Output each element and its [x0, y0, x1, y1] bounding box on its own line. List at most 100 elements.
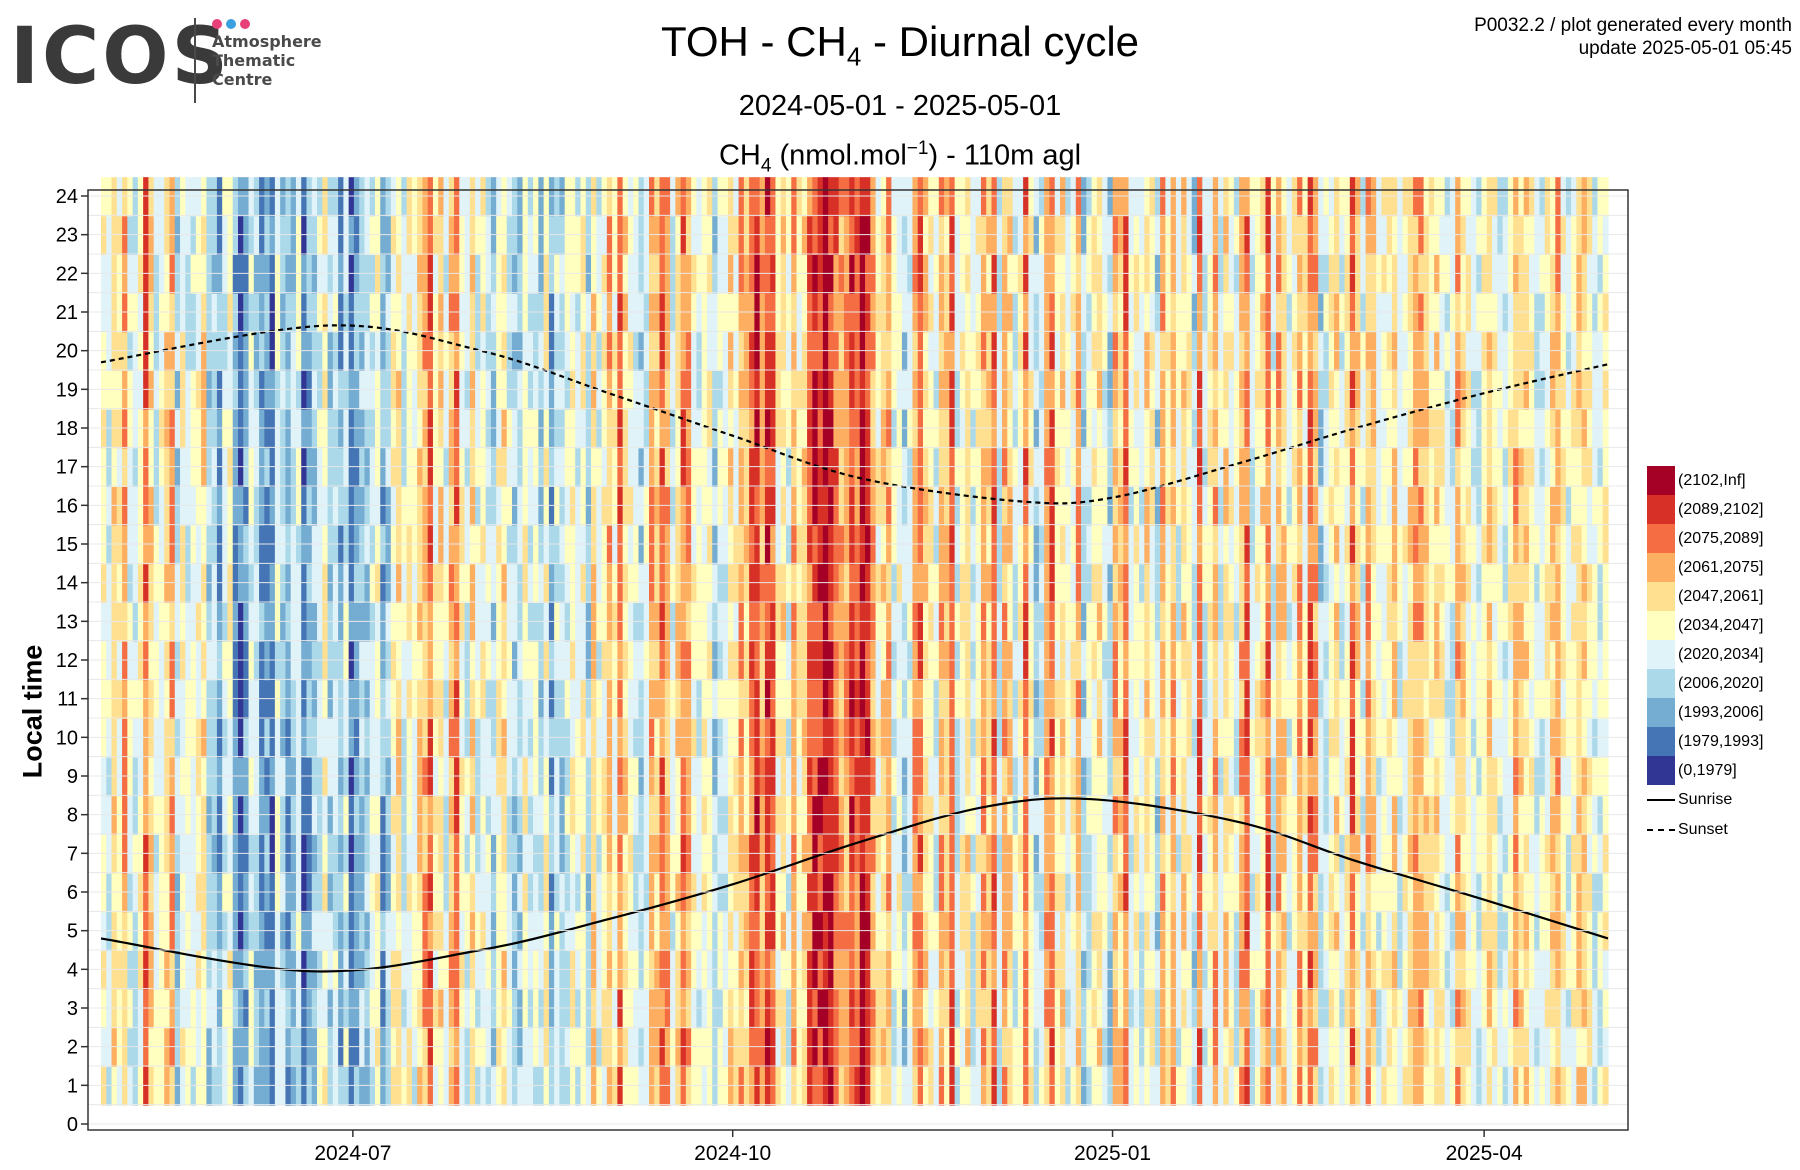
- heatmap-cell: [865, 177, 871, 217]
- heatmap-cell: [691, 293, 698, 333]
- heatmap-cell: [980, 873, 987, 913]
- heatmap-cell: [1049, 950, 1056, 990]
- heatmap-cell: [880, 177, 887, 217]
- heatmap-cell: [180, 834, 186, 874]
- heatmap-cell: [101, 254, 107, 294]
- heatmap-cell: [506, 873, 513, 913]
- heatmap-cell: [322, 602, 329, 642]
- heatmap-cell: [959, 950, 966, 990]
- heatmap-cell: [274, 486, 281, 526]
- heatmap-cell: [949, 293, 956, 333]
- heatmap-cell: [106, 602, 113, 642]
- heatmap-cell: [622, 602, 629, 642]
- heatmap-cell: [506, 486, 513, 526]
- heatmap-cell: [923, 795, 929, 835]
- heatmap-cell: [164, 757, 171, 797]
- heatmap-cell: [243, 950, 250, 990]
- heatmap-cell: [670, 873, 676, 913]
- heatmap-cell: [601, 177, 608, 217]
- heatmap-cell: [933, 989, 940, 1029]
- heatmap-cell: [807, 486, 813, 526]
- heatmap-cell: [174, 486, 181, 526]
- heatmap-cell: [522, 679, 529, 719]
- heatmap-cell: [685, 757, 692, 797]
- heatmap-cell: [812, 254, 819, 294]
- heatmap-cell: [917, 873, 924, 913]
- heatmap-cell: [622, 873, 629, 913]
- heatmap-cell: [364, 989, 371, 1029]
- heatmap-cell: [269, 1066, 276, 1106]
- heatmap-cell: [106, 215, 113, 255]
- heatmap-cell: [301, 911, 308, 951]
- heatmap-cell: [501, 950, 508, 990]
- heatmap-cell: [1191, 1027, 1198, 1067]
- heatmap-cell: [490, 834, 497, 874]
- heatmap-cell: [106, 641, 113, 681]
- heatmap-cell: [116, 563, 123, 603]
- heatmap-cell: [1075, 447, 1082, 487]
- heatmap-cell: [132, 989, 139, 1029]
- heatmap-cell: [475, 718, 481, 758]
- heatmap-cell: [907, 602, 914, 642]
- heatmap-cell: [1070, 370, 1077, 410]
- heatmap-cell: [944, 525, 950, 565]
- heatmap-cell: [1181, 293, 1188, 333]
- heatmap-cell: [696, 795, 703, 835]
- heatmap-cell: [111, 1066, 118, 1106]
- heatmap-cell: [1096, 679, 1103, 719]
- heatmap-cell: [243, 757, 250, 797]
- heatmap-cell: [554, 293, 561, 333]
- heatmap-cell: [385, 1066, 392, 1106]
- heatmap-cell: [1007, 757, 1014, 797]
- heatmap-cell: [380, 679, 387, 719]
- heatmap-cell: [801, 911, 808, 951]
- heatmap-cell: [216, 757, 223, 797]
- heatmap-cell: [617, 950, 624, 990]
- heatmap-cell: [448, 873, 455, 913]
- heatmap-cell: [338, 911, 344, 951]
- heatmap-cell: [1065, 486, 1072, 526]
- heatmap-cell: [311, 215, 318, 255]
- heatmap-cell: [801, 177, 808, 217]
- heatmap-cell: [959, 1027, 966, 1067]
- heatmap-cell: [659, 447, 666, 487]
- heatmap-cell: [828, 679, 835, 719]
- heatmap-cell: [201, 525, 207, 565]
- heatmap-cell: [106, 950, 113, 990]
- heatmap-cell: [174, 370, 181, 410]
- heatmap-cell: [901, 563, 908, 603]
- heatmap-cell: [970, 177, 977, 217]
- heatmap-cell: [1139, 525, 1145, 565]
- heatmap-cell: [743, 486, 750, 526]
- heatmap-cell: [733, 795, 740, 835]
- heatmap-cell: [1149, 834, 1156, 874]
- heatmap-cell: [759, 834, 766, 874]
- heatmap-cell: [1165, 873, 1172, 913]
- heatmap-cell: [243, 563, 250, 603]
- heatmap-cell: [591, 215, 597, 255]
- heatmap-cell: [317, 679, 323, 719]
- heatmap-cell: [606, 447, 613, 487]
- heatmap-cell: [332, 950, 339, 990]
- heatmap-cell: [923, 525, 929, 565]
- heatmap-cell: [1181, 215, 1188, 255]
- heatmap-cell: [701, 370, 708, 410]
- heatmap-cell: [206, 911, 213, 951]
- heatmap-cell: [817, 525, 824, 565]
- heatmap-cell: [522, 602, 529, 642]
- heatmap-cell: [448, 602, 455, 642]
- heatmap-cell: [817, 602, 824, 642]
- heatmap-cell: [701, 563, 708, 603]
- heatmap-cell: [232, 718, 239, 758]
- heatmap-cell: [1081, 602, 1087, 642]
- heatmap-cell: [759, 795, 766, 835]
- heatmap-cell: [201, 834, 207, 874]
- heatmap-cell: [807, 795, 813, 835]
- heatmap-cell: [232, 447, 239, 487]
- heatmap-cell: [854, 1066, 861, 1106]
- heatmap-cell: [627, 641, 634, 681]
- heatmap-cell: [980, 215, 987, 255]
- heatmap-cell: [764, 641, 771, 681]
- heatmap-cell: [854, 911, 861, 951]
- heatmap-cell: [585, 525, 592, 565]
